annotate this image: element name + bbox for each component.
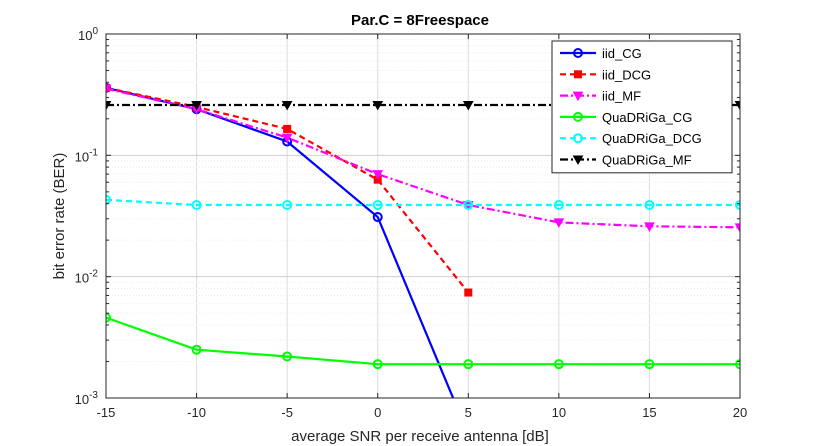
data-point [191,344,202,355]
legend-swatch-marker [574,70,582,79]
series-layer [106,82,740,398]
legend-label: QuaDRiGa_DCG [602,131,702,146]
data-point [191,199,202,210]
x-axis-label: average SNR per receive antenna [dB] [291,428,549,445]
data-point [106,312,111,323]
legend-swatch-marker [572,155,584,166]
y-axis-label: bit error rate (BER) [51,153,68,280]
x-tick-label: 20 [733,405,747,420]
x-tick-label: 10 [552,405,566,420]
x-tick-label: 5 [465,405,472,420]
legend: iid_CG iid_DCG iid_MF QuaDRiGa_CG QuaDRiGa_D… [551,40,733,174]
data-point [191,100,202,111]
legend-label: iid_CG [602,46,642,61]
data-point [463,199,474,210]
legend-swatch-marker [573,111,583,122]
legend-label: QuaDRiGa_CG [602,110,692,125]
legend-label: QuaDRiGa_MF [602,153,692,168]
y-tick-label: 10-2 [75,269,99,286]
data-point [281,133,293,144]
series-line [106,87,740,229]
data-point [106,100,112,111]
legend-entry: QuaDRiGa_DCG [560,131,702,146]
x-tick-label: -15 [97,405,116,420]
data-point [462,100,474,111]
data-point [735,199,740,210]
x-tick-label: -10 [187,405,206,420]
data-point [372,199,383,210]
legend-box [551,40,733,174]
legend-entry: QuaDRiGa_MF [560,153,692,168]
legend-entry: iid_DCG [560,67,651,82]
legend-label: iid_DCG [602,67,651,82]
legend-swatch-marker [572,91,584,102]
series-QuaDRiGa_CG [106,312,740,370]
y-tick-label: 10-1 [75,147,99,164]
data-point [281,100,293,111]
legend-entry: iid_CG [560,46,642,61]
data-point [553,359,564,370]
data-point [282,351,293,362]
ticks: -15 -10 -5 0 5 10 15 20 100 10-1 10-2 10-3 [75,26,748,420]
data-point [372,212,383,223]
series-line [106,198,740,207]
legend-swatch-marker [573,48,583,58]
series-line [106,316,740,366]
data-point [734,100,740,111]
data-point [553,218,565,228]
data-point [106,194,111,205]
legend-label: iid_MF [602,89,641,104]
data-point [734,223,740,233]
data-point [463,359,474,370]
legend-swatch-marker [573,133,583,144]
data-point [282,199,293,210]
data-point [106,84,112,95]
data-point [644,199,655,210]
data-point [644,359,655,370]
series-QuaDRiGa_DCG [106,194,740,210]
data-point [553,199,564,210]
legend-entry: iid_MF [560,89,641,104]
plot-area-border [105,33,741,399]
data-point [372,359,383,370]
data-point [735,359,740,370]
data-point [372,170,384,180]
y-tick-label: 100 [78,26,98,43]
chart-title: Par.C = 8Freespace [351,12,489,29]
x-tick-label: 0 [374,405,381,420]
x-tick-label: 15 [642,405,656,420]
data-point [464,288,473,297]
data-point [644,222,655,232]
data-point [372,100,384,111]
y-tick-label: 10-3 [75,390,99,407]
data-point [283,124,292,133]
legend-entry: QuaDRiGa_CG [560,110,692,125]
x-tick-label: -5 [281,405,293,420]
